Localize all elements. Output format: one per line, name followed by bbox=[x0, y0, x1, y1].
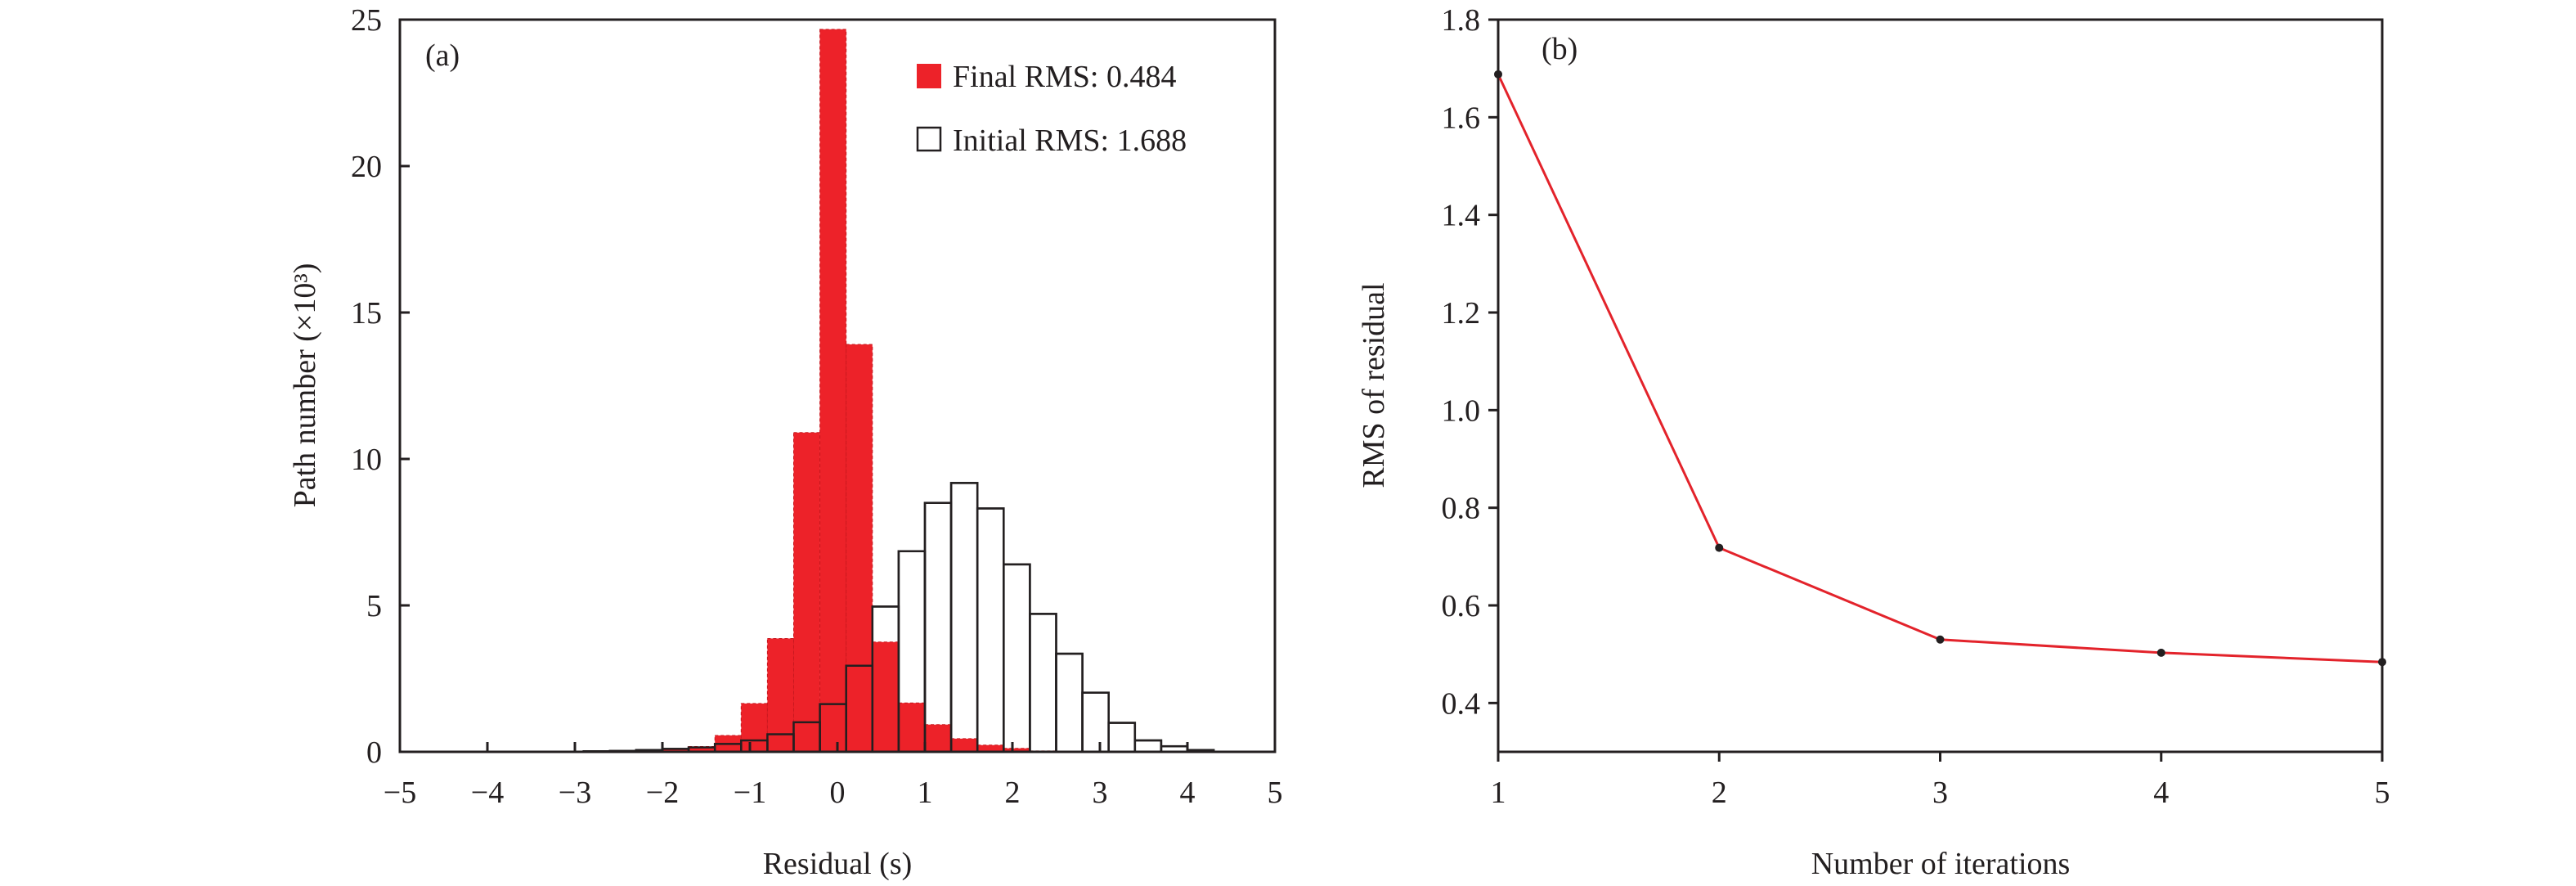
data-point bbox=[1936, 635, 1945, 644]
y-tick-label-a: 20 bbox=[351, 150, 382, 184]
y-tick-label-b: 1.2 bbox=[1442, 296, 1481, 331]
x-tick-labels-a: −5 −4 −3 −2 −1 0 1 2 3 4 5 bbox=[384, 742, 1283, 810]
y-tick-label-a: 15 bbox=[351, 296, 382, 331]
y-tick-label-b: 1.8 bbox=[1442, 3, 1481, 38]
data-point bbox=[1715, 543, 1724, 552]
histogram-bar-final bbox=[819, 29, 847, 753]
panel-label-a: (a) bbox=[425, 38, 460, 73]
y-tick-label-b: 1.4 bbox=[1442, 199, 1481, 233]
y-axis-label-b: RMS of residual bbox=[1357, 282, 1391, 488]
histogram-bar-final bbox=[872, 641, 900, 753]
x-tick-label-a: 0 bbox=[830, 776, 846, 810]
histogram-bar-initial bbox=[1029, 613, 1057, 753]
rms-line bbox=[1497, 74, 2383, 663]
histogram-bar-final bbox=[793, 432, 821, 753]
final-rms-bars bbox=[583, 29, 1057, 753]
x-tick-label-a: −1 bbox=[734, 776, 766, 810]
legend-label-final: Final RMS: 0.484 bbox=[953, 60, 1176, 94]
histogram-bar-initial bbox=[1107, 722, 1137, 753]
legend: Final RMS: 0.484 Initial RMS: 1.688 bbox=[916, 60, 1187, 158]
panel-a-histogram: −5 −4 −3 −2 −1 0 1 2 3 4 5 0 5 10 15 20 25 (a) Residual… bbox=[288, 3, 1283, 881]
y-tick-label-a: 10 bbox=[351, 443, 382, 477]
panel-label-b: (b) bbox=[1542, 32, 1577, 66]
x-tick-label-a: −2 bbox=[646, 776, 679, 810]
histogram-bar-initial bbox=[949, 482, 979, 753]
x-tick-label-a: 1 bbox=[918, 776, 933, 810]
data-point bbox=[1494, 70, 1502, 79]
histogram-bar-initial bbox=[1133, 739, 1163, 753]
x-tick-label-b: 5 bbox=[2375, 776, 2390, 810]
y-tick-label-b: 0.4 bbox=[1442, 686, 1481, 721]
y-tick-label-a: 5 bbox=[366, 589, 382, 623]
y-tick-label-b: 1.0 bbox=[1442, 394, 1481, 428]
x-tick-label-b: 4 bbox=[2153, 776, 2169, 810]
y-tick-label-b: 0.6 bbox=[1442, 589, 1481, 623]
y-tick-labels-b: 0.4 0.6 0.8 1.0 1.2 1.4 1.6 1.8 bbox=[1442, 3, 1498, 721]
y-tick-label-b: 0.8 bbox=[1442, 492, 1481, 526]
x-tick-label-b: 1 bbox=[1491, 776, 1506, 810]
x-tick-label-a: 5 bbox=[1268, 776, 1283, 810]
histogram-bar-final bbox=[924, 724, 952, 753]
y-tick-label-a: 0 bbox=[366, 735, 382, 770]
histogram-bar-final bbox=[740, 703, 768, 753]
x-tick-label-a: −5 bbox=[384, 776, 416, 810]
y-tick-label-a: 25 bbox=[351, 3, 382, 38]
y-axis-label-a: Path number (×10³) bbox=[288, 263, 322, 508]
x-tick-label-a: 4 bbox=[1180, 776, 1196, 810]
y-tick-label-b: 1.6 bbox=[1442, 101, 1481, 135]
initial-rms-bar-outlines bbox=[582, 482, 1215, 753]
histogram-bar-final bbox=[766, 637, 795, 753]
x-tick-label-a: 3 bbox=[1093, 776, 1108, 810]
legend-label-initial: Initial RMS: 1.688 bbox=[953, 124, 1187, 158]
histogram-bar-final bbox=[950, 738, 978, 753]
data-point bbox=[2378, 658, 2386, 667]
data-point bbox=[2156, 648, 2165, 657]
histogram-bar-final bbox=[898, 702, 926, 753]
histogram-bar-initial bbox=[1055, 652, 1084, 753]
histogram-bar-final bbox=[846, 344, 873, 753]
rms-markers bbox=[1494, 70, 2386, 667]
x-tick-label-a: 2 bbox=[1005, 776, 1021, 810]
x-axis-label-b: Number of iterations bbox=[1811, 847, 2071, 881]
legend-swatch-final bbox=[917, 64, 941, 88]
x-tick-labels-b: 1 2 3 4 5 bbox=[1491, 752, 2390, 810]
x-tick-label-a: −4 bbox=[471, 776, 504, 810]
histogram-bar-initial bbox=[923, 501, 953, 753]
x-tick-label-a: −3 bbox=[559, 776, 591, 810]
panel-b-line: 1 2 3 4 5 0.4 0.6 0.8 1.0 1.2 1.4 1.6 1.8 (b) Numbe… bbox=[1357, 3, 2390, 881]
y-tick-labels-a: 0 5 10 15 20 25 bbox=[351, 3, 410, 770]
histogram-bar-initial bbox=[1003, 563, 1031, 753]
x-tick-label-b: 3 bbox=[1932, 776, 1948, 810]
histogram-bar-initial bbox=[976, 507, 1005, 753]
legend-swatch-initial bbox=[916, 126, 942, 152]
x-axis-label-a: Residual (s) bbox=[763, 847, 913, 881]
histogram-bar-initial bbox=[1081, 691, 1110, 753]
x-tick-label-b: 2 bbox=[1712, 776, 1727, 810]
